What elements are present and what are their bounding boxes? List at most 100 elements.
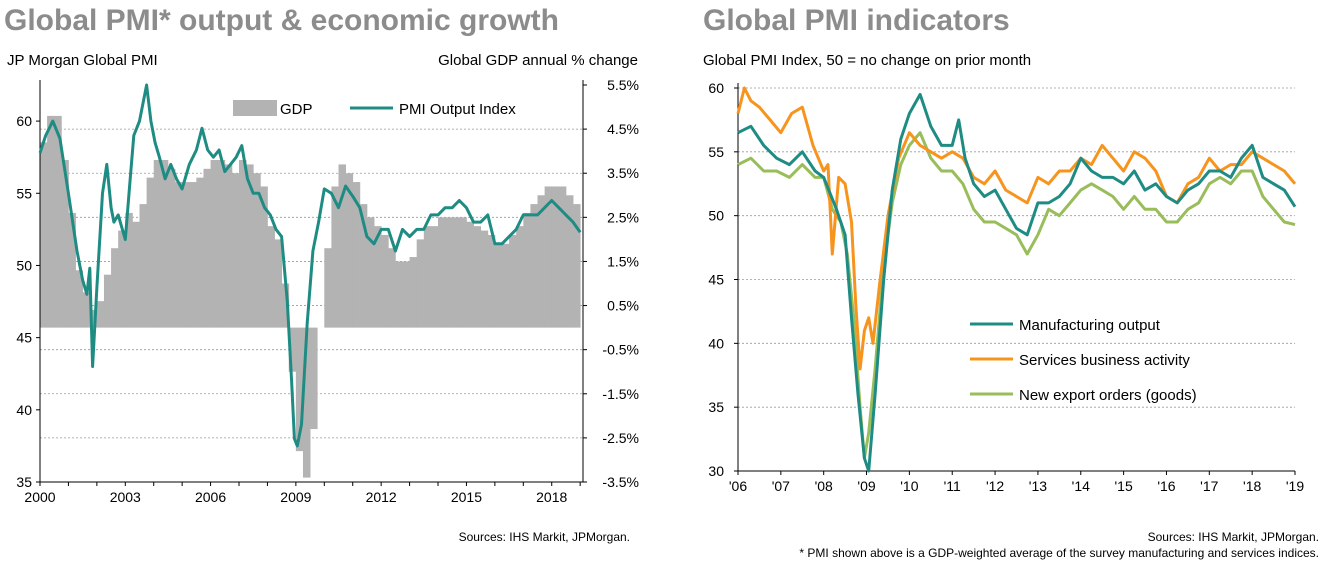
legend-manufacturing-label: Manufacturing output: [1019, 317, 1161, 334]
gdp-bar: [516, 226, 524, 328]
gdp-bar: [132, 221, 140, 328]
right-source: Sources: IHS Markit, JPMorgan.: [1147, 530, 1319, 544]
x-tick-label: '19: [1286, 478, 1304, 494]
x-tick-label: '06: [729, 478, 747, 494]
gdp-bar: [338, 164, 347, 328]
gdp-bar: [494, 243, 503, 328]
gdp-bar: [203, 168, 211, 328]
left-tick-label: 45: [16, 330, 32, 346]
gdp-bar: [139, 204, 148, 328]
y-tick-label: 45: [708, 272, 724, 288]
y-tick-label: 60: [708, 80, 724, 96]
gdp-bar: [374, 226, 382, 328]
x-tick-label: '14: [1072, 478, 1090, 494]
x-tick-label: '10: [900, 478, 918, 494]
services-activity-line: [736, 86, 1297, 371]
gdp-bar: [302, 327, 311, 478]
x-tick-label: '13: [1029, 478, 1047, 494]
left-tick-label: 35: [16, 474, 32, 490]
x-tick-label: '08: [815, 478, 833, 494]
legend-exports-label: New export orders (goods): [1019, 387, 1197, 404]
right-tick-label: 4.5%: [607, 121, 639, 137]
gdp-bar: [61, 159, 69, 328]
x-tick-label: '09: [857, 478, 875, 494]
gdp-bar: [153, 159, 162, 328]
right-tick-label: -3.5%: [602, 474, 639, 490]
gdp-bar: [274, 239, 283, 328]
gdp-bar: [501, 243, 510, 328]
gdp-bar: [160, 159, 169, 328]
gdp-bar: [430, 226, 439, 328]
gdp-bar: [118, 230, 126, 328]
left-tick-label: 50: [16, 257, 32, 273]
left-source: Sources: IHS Markit, JPMorgan.: [458, 530, 630, 544]
gdp-bar: [530, 204, 538, 328]
gdp-bar: [224, 164, 233, 328]
gdp-bar: [89, 309, 98, 328]
left-axis-label: JP Morgan Global PMI: [7, 52, 158, 69]
gdp-bar: [103, 274, 112, 328]
gdp-bar: [189, 182, 197, 328]
y-tick-label: 40: [708, 335, 724, 351]
y-tick-label: 55: [708, 144, 724, 160]
gdp-bar: [487, 234, 496, 328]
left-chart-title: Global PMI* output & economic growth: [4, 4, 559, 37]
gdp-bar: [509, 234, 517, 328]
gdp-bar: [310, 327, 318, 430]
gdp-bar: [366, 217, 375, 328]
right-axis-label: Global GDP annual % change: [438, 52, 638, 69]
pmi-output-line: [38, 83, 582, 448]
gdp-bar: [75, 270, 84, 328]
gdp-bar: [395, 261, 403, 328]
right-tick-label: 1.5%: [607, 253, 639, 269]
legend-swatch-gdp: [233, 100, 277, 116]
gdp-bar: [345, 173, 354, 328]
gdp-bar: [359, 204, 368, 328]
y-tick-label: 35: [708, 399, 724, 415]
x-tick-label: '15: [1114, 478, 1132, 494]
gdp-bar: [267, 226, 275, 328]
gdp-bar: [182, 182, 190, 328]
gdp-bar: [438, 217, 446, 328]
gdp-bar: [47, 115, 55, 328]
gdp-bar: [565, 195, 574, 328]
x-tick-label: 2009: [280, 489, 311, 505]
gdp-bar: [217, 159, 226, 328]
y-tick-label: 30: [708, 463, 724, 479]
x-tick-label: 2018: [536, 489, 567, 505]
gdp-bar: [68, 212, 76, 328]
gdp-bar: [281, 283, 290, 328]
left-tick-label: 40: [16, 402, 32, 418]
gdp-bar: [409, 257, 418, 328]
gdp-bar: [402, 261, 410, 328]
gdp-bar: [288, 327, 297, 372]
gdp-bar: [445, 217, 453, 328]
x-tick-label: 2000: [24, 489, 55, 505]
x-tick-label: '18: [1243, 478, 1261, 494]
gdp-bar: [466, 221, 474, 328]
right-tick-label: 0.5%: [607, 298, 639, 314]
right-tick-label: -2.5%: [602, 430, 639, 446]
gdp-bar: [551, 186, 560, 328]
gdp-bar: [167, 168, 176, 328]
gdp-bar: [111, 248, 119, 328]
right-tick-label: -1.5%: [602, 386, 639, 402]
gdp-bar: [544, 186, 553, 328]
x-tick-label: '16: [1157, 478, 1175, 494]
gdp-bar: [54, 115, 62, 328]
gdp-bar: [331, 186, 339, 328]
right-tick-label: 3.5%: [607, 165, 639, 181]
footnote: * PMI shown above is a GDP-weighted aver…: [799, 546, 1319, 560]
x-tick-label: 2012: [366, 489, 397, 505]
gdp-bar: [40, 142, 48, 328]
left-tick-label: 55: [16, 185, 32, 201]
gdp-bar: [210, 159, 219, 328]
x-tick-label: '17: [1200, 478, 1218, 494]
gdp-bar: [82, 292, 91, 328]
gdp-bar: [175, 182, 183, 328]
gdp-bar: [523, 212, 531, 328]
gdp-bar: [558, 186, 567, 328]
x-tick-label: '07: [772, 478, 790, 494]
